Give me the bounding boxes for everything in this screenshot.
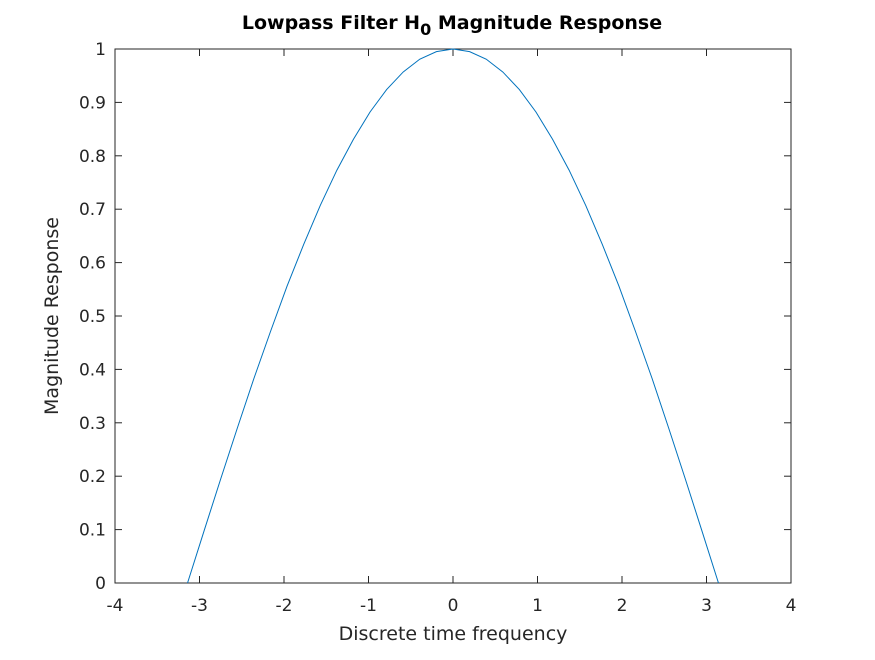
y-tick-label: 0.4 bbox=[79, 360, 106, 380]
y-axis-label: Magnitude Response bbox=[41, 217, 63, 415]
x-tick-labels: -4 -3 -2 -1 0 1 2 3 4 bbox=[107, 596, 797, 616]
x-tick-label: -1 bbox=[360, 596, 377, 616]
y-tick-label: 0.2 bbox=[79, 467, 106, 487]
x-tick-label: 2 bbox=[617, 596, 628, 616]
x-tick-label: -2 bbox=[276, 596, 293, 616]
y-tick-label: 0.9 bbox=[79, 93, 106, 113]
x-tick-label: 1 bbox=[532, 596, 543, 616]
y-tick-label: 0 bbox=[95, 574, 106, 594]
x-tick-label: -3 bbox=[191, 596, 208, 616]
x-tick-label: -4 bbox=[107, 596, 124, 616]
chart-title: Lowpass Filter H0 Magnitude Response bbox=[242, 12, 662, 39]
y-tick-label: 0.7 bbox=[79, 200, 106, 220]
axis-ticks bbox=[114, 48, 792, 584]
y-tick-label: 0.8 bbox=[79, 147, 106, 167]
x-tick-label: 3 bbox=[701, 596, 712, 616]
chart-title-main: Lowpass Filter H bbox=[242, 12, 420, 34]
y-tick-label: 1 bbox=[95, 40, 106, 60]
y-tick-label: 0.6 bbox=[79, 254, 106, 274]
x-tick-label: 4 bbox=[786, 596, 797, 616]
plot-area bbox=[114, 48, 792, 584]
chart-title-subscript: 0 bbox=[420, 20, 431, 39]
y-tick-label: 0.1 bbox=[79, 521, 106, 541]
x-tick-label: 0 bbox=[448, 596, 459, 616]
y-tick-label: 0.5 bbox=[79, 307, 106, 327]
x-axis-label: Discrete time frequency bbox=[339, 623, 568, 645]
y-tick-labels: 0 0.1 0.2 0.3 0.4 0.5 0.6 0.7 0.8 0.9 1 bbox=[79, 40, 106, 594]
series-line bbox=[187, 48, 719, 584]
chart-title-rest: Magnitude Response bbox=[431, 12, 662, 34]
y-tick-label: 0.3 bbox=[79, 414, 106, 434]
